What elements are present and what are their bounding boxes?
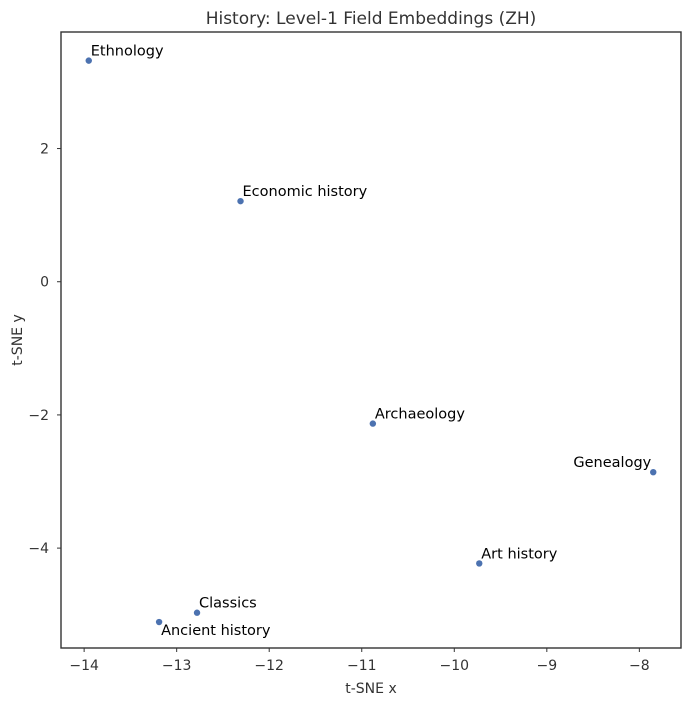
x-tick-label: −12 (254, 658, 284, 674)
y-axis: −4 −2 0 2 (28, 142, 61, 557)
y-tick-label: 0 (40, 275, 49, 291)
x-tick-label: −13 (162, 658, 192, 674)
point-label: Art history (481, 546, 557, 562)
data-points (85, 57, 657, 626)
x-tick-label: −8 (629, 658, 650, 674)
x-tick-label: −10 (440, 658, 470, 674)
data-point (476, 560, 483, 567)
x-tick-label: −11 (347, 658, 377, 674)
data-point (237, 197, 244, 205)
y-tick-label: −4 (28, 541, 49, 557)
point-label: Economic history (243, 184, 368, 200)
y-tick-label: 2 (40, 142, 49, 158)
x-tick-label: −9 (537, 658, 558, 674)
point-label: Genealogy (573, 455, 651, 471)
x-axis: −14 −13 −12 −11 −10 −9 −8 (69, 648, 650, 674)
point-label: Ancient history (161, 623, 271, 639)
data-point (193, 609, 201, 616)
data-point (650, 468, 657, 476)
y-axis-label: t-SNE y (10, 314, 26, 365)
point-label: Classics (199, 596, 257, 612)
point-labels: Ethnology Economic history Archaeology Gene… (91, 44, 652, 639)
data-point (155, 618, 163, 626)
plot-area (60, 31, 682, 649)
x-axis-label: t-SNE x (345, 681, 396, 697)
data-point (85, 57, 92, 64)
data-point (369, 420, 377, 427)
point-label: Archaeology (375, 407, 466, 423)
point-label: Ethnology (91, 44, 164, 60)
y-tick-label: −2 (28, 408, 49, 424)
x-tick-label: −14 (69, 658, 99, 674)
chart-title: History: Level-1 Field Embeddings (ZH) (206, 9, 537, 29)
